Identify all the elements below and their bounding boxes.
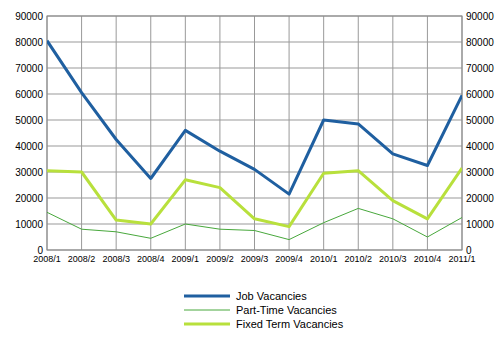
- grid: [47, 16, 462, 250]
- chart-root: 0100002000030000400005000060000700008000…: [0, 0, 500, 350]
- grid-line: [323, 16, 324, 250]
- legend-label: Part-Time Vacancies: [236, 304, 337, 316]
- y-tick-label: 30000: [15, 167, 43, 178]
- x-tick-label: 2009/2: [206, 254, 234, 264]
- x-tick-label: 2010/4: [414, 254, 442, 264]
- grid-line: [289, 16, 290, 250]
- x-tick-label: 2008/2: [68, 254, 96, 264]
- y2-tick-label: 50000: [466, 115, 494, 126]
- lines: [47, 41, 462, 240]
- x-tick-label: 2010/1: [310, 254, 338, 264]
- x-tick-label: 2010/2: [344, 254, 372, 264]
- x-tick-label: 2009/3: [241, 254, 269, 264]
- y2-tick-label: 90000: [466, 11, 494, 22]
- x-tick-label: 2008/1: [33, 254, 61, 264]
- y-tick-label: 80000: [15, 37, 43, 48]
- legend-label: Fixed Term Vacancies: [236, 318, 344, 330]
- grid-line: [150, 16, 151, 250]
- x-tick-label: 2009/1: [172, 254, 200, 264]
- legend-swatch: [184, 323, 230, 326]
- x-tick-label: 2011/1: [449, 254, 476, 264]
- y-tick-label: 40000: [15, 141, 43, 152]
- grid-line: [81, 16, 82, 250]
- legend-label: Job Vacancies: [236, 290, 307, 302]
- y-tick-label: 50000: [15, 115, 43, 126]
- y2-tick-label: 30000: [466, 167, 494, 178]
- grid-line: [219, 16, 220, 250]
- series-line: [47, 41, 462, 194]
- legend-swatch: [184, 295, 230, 298]
- y-tick-label: 10000: [15, 219, 43, 230]
- x-tick-label: 2008/4: [137, 254, 165, 264]
- grid-line: [358, 16, 359, 250]
- y2-tick-label: 20000: [466, 193, 494, 204]
- y-tick-label: 90000: [15, 11, 43, 22]
- series-line: [47, 208, 462, 239]
- grid-line: [254, 16, 255, 250]
- y2-tick-label: 10000: [466, 219, 494, 230]
- y2-tick-label: 40000: [466, 141, 494, 152]
- x-tick-label: 2009/4: [275, 254, 303, 264]
- series-line: [47, 168, 462, 227]
- grid-line: [116, 16, 117, 250]
- chart: 0100002000030000400005000060000700008000…: [0, 0, 500, 350]
- legend-swatch: [184, 310, 230, 311]
- legend: Job Vacancies Part-Time Vacancies Fixed Te…: [184, 290, 344, 330]
- y-tick-label: 20000: [15, 193, 43, 204]
- y-tick-label: 70000: [15, 63, 43, 74]
- grid-line: [427, 16, 428, 250]
- x-tick-label: 2010/3: [379, 254, 407, 264]
- y2-tick-label: 60000: [466, 89, 494, 100]
- y2-tick-label: 80000: [466, 37, 494, 48]
- x-tick-label: 2008/3: [102, 254, 130, 264]
- grid-line: [392, 16, 393, 250]
- y2-tick-label: 70000: [466, 63, 494, 74]
- plot-frame: [47, 16, 462, 250]
- y-tick-label: 60000: [15, 89, 43, 100]
